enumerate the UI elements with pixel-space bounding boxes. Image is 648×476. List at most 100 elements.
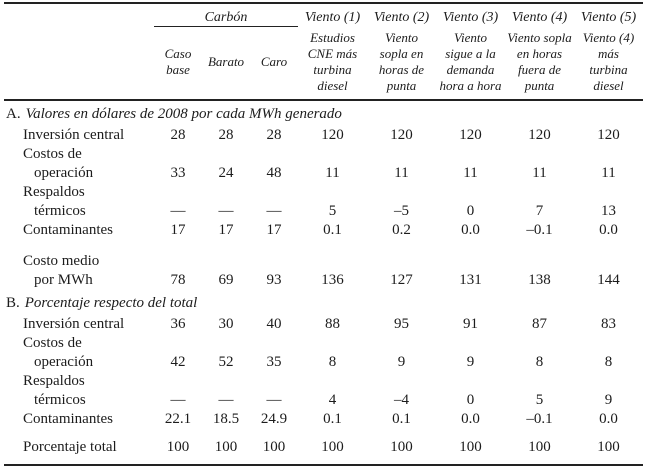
corner-cell-2 [4,26,154,101]
row-label: Porcentaje total [23,438,117,455]
cell-value: 120 [390,126,413,143]
table-row-b-respaldos-termicos: Respaldos térmicos — — — 4 –4 0 5 9 [4,372,643,410]
cell-value: 0.2 [392,221,411,238]
section-b-header: B. Porcentaje respecto del total [4,290,643,314]
cell-value: 8 [535,353,544,370]
table-row-a-inversion-central: Inversión central 28 28 28 120 120 120 1… [4,125,643,145]
cell-value: 100 [528,438,551,455]
cell-value: 100 [597,438,620,455]
cell-value: — [170,202,186,219]
cell-value: 100 [321,438,344,455]
cell-value: 0.0 [461,410,480,427]
cell-value: — [170,391,186,408]
cell-value: 8 [604,353,613,370]
cell-value: 28 [170,126,186,143]
cell-value: 78 [170,271,186,288]
col-subheader-caro: Caro [250,26,298,101]
row-label: Costos de operación [23,145,94,181]
cell-value: 127 [390,271,413,288]
group-header-row: Carbón Viento (1) Viento (2) Viento (3) … [4,3,643,27]
cell-value: 40 [266,315,282,332]
cell-value: 42 [170,353,186,370]
cell-value: 18.5 [212,410,240,427]
cell-value: 17 [170,221,186,238]
cell-value: 138 [528,271,551,288]
cell-value: 9 [604,391,613,408]
cell-value: 11 [325,164,340,181]
cell-value: 0.0 [461,221,480,238]
cell-value: 52 [218,353,234,370]
col-desc-viento-1: Estudios CNE más turbina diesel [298,26,367,101]
cell-value: 0 [466,202,475,219]
cell-value: 11 [601,164,616,181]
cell-value: 0.0 [599,410,618,427]
cell-value: 11 [394,164,409,181]
col-desc-viento-2: Viento sopla en horas de punta [367,26,436,101]
col-desc-viento-3: Viento sigue a la demanda hora a hora [436,26,505,101]
table-row-a-costos-operacion: Costos de operación 33 24 48 11 11 11 11… [4,145,643,183]
col-header-viento-1: Viento (1) [304,10,361,26]
cell-value: 17 [266,221,282,238]
cell-value: 17 [218,221,234,238]
cell-value: 93 [266,271,282,288]
cell-value: 87 [532,315,547,332]
cell-value: 28 [218,126,234,143]
cell-value: 0 [466,391,475,408]
cell-value: 131 [459,271,482,288]
table-row-b-costos-operacion: Costos de operación 42 52 35 8 9 9 8 8 [4,334,643,372]
cell-value: 83 [601,315,616,332]
section-a-title: Valores en dólares de 2008 por cada MWh … [25,105,342,122]
table-row-b-contaminantes: Contaminantes 22.1 18.5 24.9 0.1 0.1 0.0… [4,410,643,429]
cell-value: 22.1 [164,410,192,427]
col-header-viento-4: Viento (4) [511,10,568,26]
cell-value: 11 [532,164,547,181]
cell-value: 5 [328,202,337,219]
table-body: A. Valores en dólares de 2008 por cada MW… [4,100,643,465]
cell-value: 88 [325,315,340,332]
col-subheader-barato: Barato [202,26,250,101]
row-label: Costos de operación [23,334,94,370]
cell-value: 100 [459,438,482,455]
cell-value: 28 [266,126,282,143]
table-header: Carbón Viento (1) Viento (2) Viento (3) … [4,3,643,101]
section-b-letter: B. [6,294,20,311]
col-header-viento-5: Viento (5) [580,10,637,26]
cell-value: 0.0 [599,221,618,238]
row-label: Contaminantes [23,410,113,427]
section-b-title: Porcentaje respecto del total [24,294,198,311]
cell-value: — [218,202,234,219]
cell-value: 33 [170,164,186,181]
cell-value: 48 [266,164,282,181]
table-row-a-costo-medio: Costo medio por MWh 78 69 93 136 127 131… [4,240,643,290]
cell-value: — [266,202,282,219]
cell-value: 0.1 [323,221,342,238]
cell-value: 120 [597,126,620,143]
cell-value: 120 [528,126,551,143]
table-row-a-respaldos-termicos: Respaldos térmicos — — — 5 –5 0 7 13 [4,183,643,221]
cell-value: –4 [394,391,409,408]
cell-value: 30 [218,315,234,332]
col-header-viento-3: Viento (3) [442,10,499,26]
carbon-group-header: Carbón [154,3,298,27]
cell-value: 136 [321,271,344,288]
row-label: Inversión central [23,315,125,332]
row-label: Inversión central [23,126,125,143]
col-header-viento-2: Viento (2) [373,10,430,26]
cell-value: 100 [390,438,413,455]
cell-value: 100 [166,438,190,455]
row-label: Respaldos térmicos [23,372,86,408]
cell-value: 11 [463,164,478,181]
row-label: Contaminantes [23,221,113,238]
table-row-b-porcentaje-total: Porcentaje total 100 100 100 100 100 100… [4,429,643,465]
row-label: Respaldos térmicos [23,183,86,219]
cell-value: 120 [321,126,344,143]
subheader-row: Caso base Barato Caro Estudios CNE más t… [4,26,643,101]
cell-value: 36 [170,315,186,332]
col-desc-viento-4: Viento sopla en horas fuera de punta [505,26,574,101]
cell-value: 95 [394,315,409,332]
cost-comparison-table: Carbón Viento (1) Viento (2) Viento (3) … [4,2,643,466]
table-row-a-contaminantes: Contaminantes 17 17 17 0.1 0.2 0.0 –0.1 … [4,221,643,240]
cell-value: 24 [218,164,234,181]
cell-value: 100 [262,438,286,455]
corner-cell [4,3,154,27]
